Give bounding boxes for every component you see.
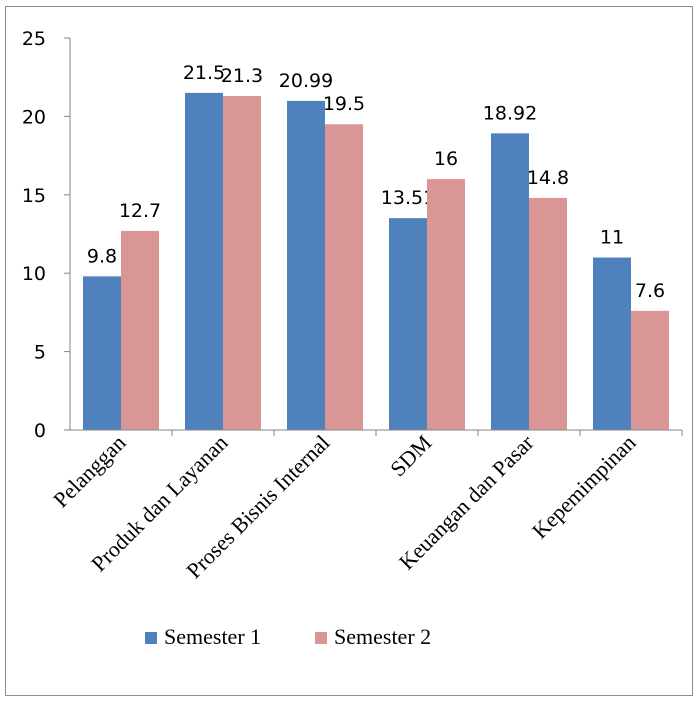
- bar-1: [389, 218, 427, 430]
- bar-1: [593, 257, 631, 430]
- data-label: 7.6: [635, 280, 665, 302]
- legend-label: Semester 1: [164, 624, 261, 649]
- data-label: 21.5: [183, 62, 225, 84]
- data-label: 19.5: [323, 93, 365, 115]
- bar-2: [223, 96, 261, 431]
- y-tick-label: 20: [22, 106, 46, 128]
- y-tick-label: 15: [22, 185, 46, 207]
- bar-2: [325, 124, 363, 431]
- bar-2: [631, 310, 669, 430]
- data-label: 21.3: [221, 65, 263, 87]
- y-tick-label: 5: [34, 342, 46, 364]
- data-label: 9.8: [87, 245, 117, 267]
- bar-1: [491, 133, 529, 430]
- x-tick-label: Pelanggan: [48, 430, 130, 512]
- x-tick-label: Kepemimpinan: [527, 430, 641, 544]
- bar-2: [121, 230, 159, 430]
- data-label: 20.99: [279, 70, 333, 92]
- data-label: 16: [434, 148, 458, 170]
- data-label: 14.8: [527, 167, 569, 189]
- legend-swatch: [145, 632, 157, 644]
- bar-1: [185, 92, 223, 430]
- bar-2: [529, 197, 567, 430]
- data-label: 13.51: [381, 187, 435, 209]
- y-tick-label: 25: [22, 28, 46, 50]
- data-label: 12.7: [119, 200, 161, 222]
- bar-2: [427, 179, 465, 430]
- bar-1: [287, 100, 325, 430]
- data-label: 11: [600, 227, 624, 249]
- legend-swatch: [315, 632, 327, 644]
- y-tick-label: 10: [22, 263, 46, 285]
- y-tick-label: 0: [34, 420, 46, 442]
- bar-1: [83, 276, 121, 430]
- data-label: 18.92: [483, 102, 537, 124]
- x-tick-label: SDM: [385, 430, 436, 481]
- legend-label: Semester 2: [334, 624, 431, 649]
